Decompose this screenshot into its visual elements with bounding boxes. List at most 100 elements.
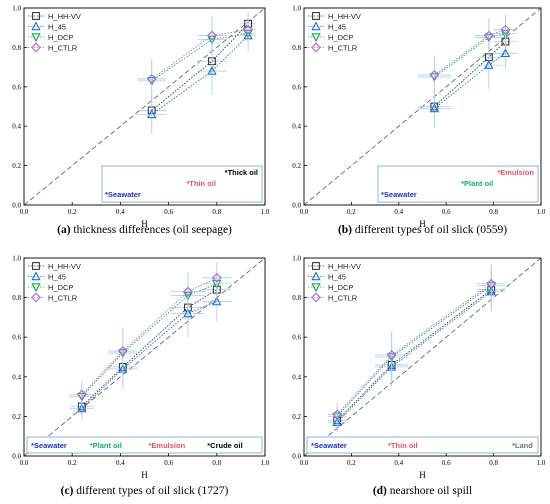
x-tick-label: 0.8	[212, 208, 221, 216]
x-axis-label: H	[141, 219, 148, 229]
y-tick-label: 0.4	[292, 123, 301, 131]
y-tick-label: 1.0	[12, 255, 21, 263]
x-tick-label: 0.0	[20, 208, 29, 216]
caption-text: nearshore oil spill	[387, 485, 472, 497]
y-tick-label: 1.0	[12, 5, 21, 13]
data-point	[207, 65, 217, 75]
caption-text: different types of oil slick (1727)	[73, 485, 228, 497]
x-tick-label: 0.0	[300, 459, 309, 467]
data-point	[484, 59, 494, 69]
x-tick-label: 0.6	[164, 208, 173, 216]
x-tick-label: 0.2	[68, 208, 77, 216]
x-tick-label: 1.0	[261, 208, 270, 216]
legend-marker	[31, 33, 41, 43]
legend-label: H_DCP	[48, 283, 73, 292]
y-tick-label: 0.0	[12, 202, 21, 210]
x-tick-label: 0.2	[68, 459, 77, 467]
y-tick-label: 0.2	[12, 413, 21, 421]
data-point	[243, 24, 254, 35]
legend-label: H_HH-VV	[48, 12, 81, 21]
series-line	[81, 301, 217, 409]
x-tick-label: 0.6	[442, 208, 451, 216]
x-tick-label: 1.0	[537, 208, 546, 216]
series-line	[336, 283, 492, 415]
data-point	[486, 278, 497, 289]
series-h-45	[417, 37, 518, 129]
data-point	[207, 30, 217, 41]
legend-marker	[311, 42, 321, 53]
data-point	[211, 272, 222, 283]
legend-marker	[32, 262, 40, 270]
series-h-ctlr	[69, 261, 232, 409]
y-tick-label: 0.4	[12, 123, 21, 131]
x-tick-label: 0.4	[394, 208, 403, 216]
annotation-box	[101, 165, 263, 203]
y-tick-label: 0.2	[292, 162, 301, 170]
x-tick-label: 0.0	[300, 208, 309, 216]
annotation-label: *Seawater	[311, 441, 347, 450]
data-point	[386, 350, 397, 360]
legend-label: H_DCP	[328, 33, 353, 42]
x-tick-label: 0.8	[489, 208, 498, 216]
annotation-label: *Land	[512, 441, 533, 450]
legend-label: H_CTLR	[328, 293, 358, 302]
x-tick-label: 0.4	[394, 459, 403, 467]
data-point	[147, 109, 157, 119]
legend-marker	[32, 12, 40, 20]
y-tick-label: 0.0	[12, 453, 21, 461]
data-point	[483, 30, 494, 41]
data-point	[183, 308, 193, 318]
annotation-box	[26, 436, 263, 454]
x-axis-label: H	[419, 470, 426, 480]
y-tick-label: 0.2	[292, 413, 301, 421]
legend-label: H_45	[48, 272, 66, 281]
data-point	[429, 70, 440, 80]
panel-caption: (d) nearshore oil spill	[373, 485, 472, 497]
y-tick-label: 0.6	[12, 83, 21, 91]
legend-label: H_DCP	[328, 283, 353, 292]
caption-letter: (a)	[57, 224, 71, 236]
chart-panel-2: 0.0 0.2 0.4 0.6 0.8 1.0 0.0 0.2 0.4 0.6 0.8 1.0 H *Em…	[292, 5, 546, 237]
reference-line	[303, 257, 542, 457]
annotation-label: *Thick oil	[225, 168, 258, 177]
y-tick-label: 0.8	[292, 294, 301, 302]
x-tick-label: 0.4	[116, 459, 125, 467]
x-axis-label: H	[419, 219, 426, 229]
x-tick-label: 0.6	[442, 459, 451, 467]
series-line	[81, 289, 218, 407]
legend-label: H_CTLR	[328, 43, 358, 52]
legend-label: H_45	[328, 22, 346, 31]
y-tick-label: 0.8	[12, 294, 21, 302]
y-tick-label: 0.8	[292, 44, 301, 52]
annotation-label: *Emulsion	[149, 441, 186, 450]
reference-line	[23, 257, 266, 457]
annotation-box	[377, 165, 539, 203]
legend-label: H_HH-VV	[328, 12, 361, 21]
y-tick-label: 0.4	[12, 373, 21, 381]
annotation-label: *Plant oil	[461, 179, 493, 188]
x-tick-label: 0.8	[489, 459, 498, 467]
x-tick-label: 0.2	[347, 208, 356, 216]
chart-panel-1: 0.0 0.2 0.4 0.6 0.8 1.0 0.0 0.2 0.4 0.6 0.8 1.0 H *Th…	[12, 5, 270, 237]
data-point	[332, 409, 343, 420]
data-point	[146, 73, 157, 84]
y-tick-label: 0.0	[292, 202, 301, 210]
series-line	[151, 35, 249, 115]
y-tick-label: 1.0	[292, 5, 301, 13]
series-h-ctlr	[327, 263, 506, 427]
caption-letter: (c)	[61, 485, 74, 497]
annotation-label: *Crude oil	[207, 441, 242, 450]
y-tick-label: 1.0	[292, 255, 301, 263]
panel-caption: (a) thickness differences (oil seepage)	[57, 224, 232, 236]
x-axis-label: H	[141, 470, 148, 480]
legend-marker	[311, 33, 321, 43]
annotation-label: *Thin oil	[186, 179, 216, 188]
data-point	[500, 48, 511, 58]
x-tick-label: 0.8	[212, 459, 221, 467]
legend-marker	[312, 12, 320, 20]
data-point	[212, 296, 222, 306]
y-tick-label: 0.0	[292, 453, 301, 461]
panel-caption: (b) different types of oil slick (0559)	[338, 224, 507, 236]
legend-label: H_45	[328, 272, 346, 281]
